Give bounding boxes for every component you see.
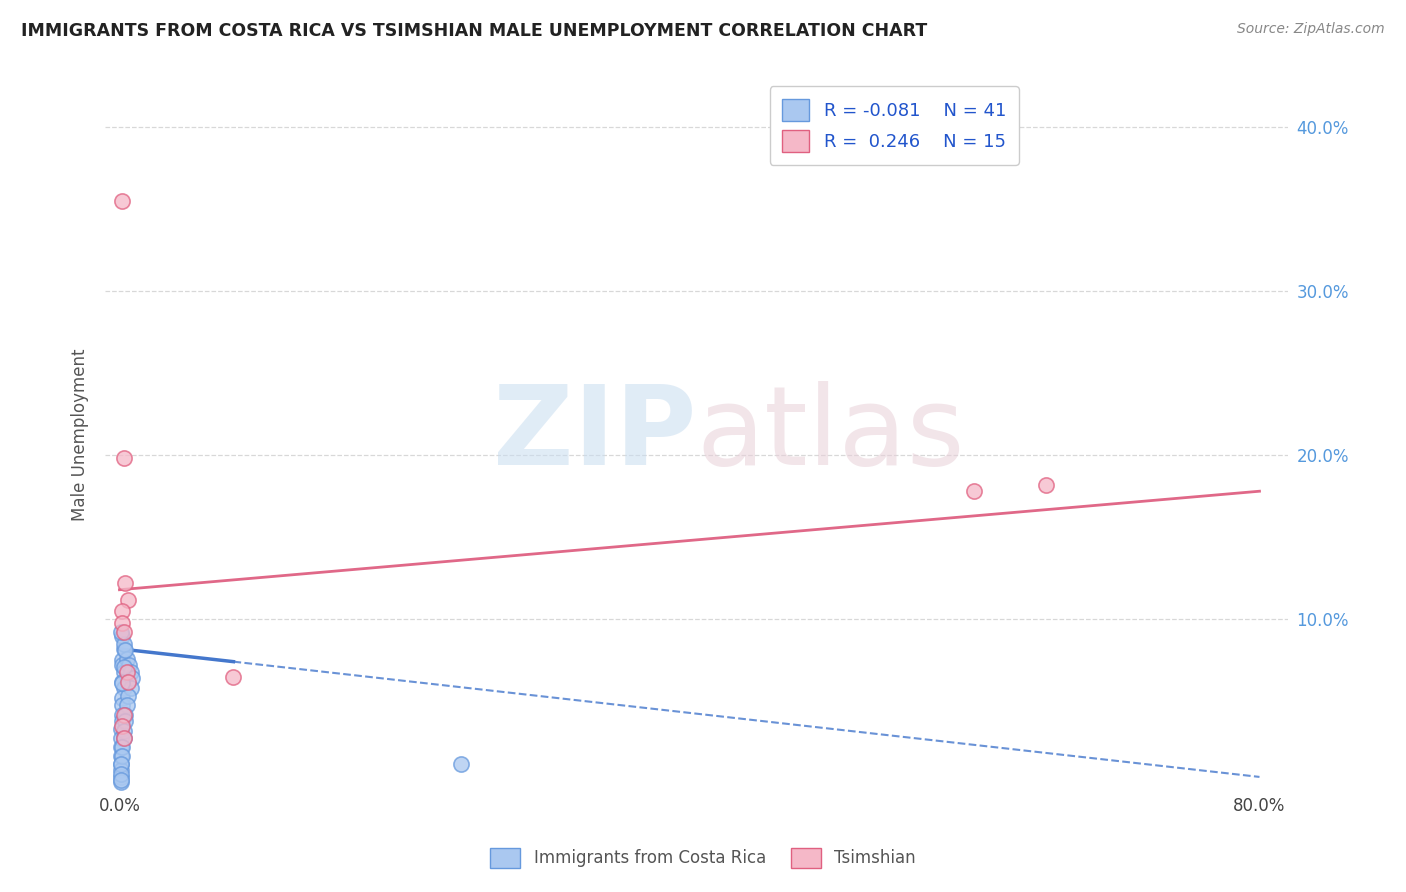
Point — [112, 641, 135, 656]
Point — [120, 665, 142, 679]
Point — [120, 681, 142, 696]
Point — [111, 698, 134, 712]
Point — [111, 194, 134, 208]
Point — [111, 674, 134, 689]
Point — [114, 714, 136, 728]
Point — [111, 615, 134, 630]
Point — [110, 773, 132, 788]
Legend: R = -0.081    N = 41, R =  0.246    N = 15: R = -0.081 N = 41, R = 0.246 N = 15 — [769, 87, 1019, 165]
Text: ZIP: ZIP — [494, 381, 696, 488]
Point — [115, 651, 138, 665]
Point — [111, 691, 134, 706]
Text: atlas: atlas — [696, 381, 965, 488]
Point — [114, 707, 136, 722]
Point — [117, 674, 139, 689]
Point — [112, 681, 135, 696]
Point — [111, 604, 134, 618]
Point — [110, 723, 132, 737]
Point — [111, 740, 134, 755]
Point — [112, 723, 135, 738]
Point — [112, 731, 135, 745]
Point — [110, 756, 132, 771]
Point — [112, 451, 135, 466]
Point — [222, 670, 245, 684]
Point — [114, 576, 136, 591]
Point — [110, 740, 132, 755]
Point — [111, 748, 134, 763]
Point — [110, 625, 132, 640]
Point — [112, 707, 135, 722]
Point — [121, 672, 143, 686]
Text: Source: ZipAtlas.com: Source: ZipAtlas.com — [1237, 22, 1385, 37]
Point — [963, 484, 986, 499]
Point — [111, 629, 134, 643]
Point — [1035, 477, 1057, 491]
Point — [114, 643, 136, 657]
Point — [111, 707, 134, 722]
Point — [110, 766, 132, 780]
Y-axis label: Male Unemployment: Male Unemployment — [72, 348, 89, 521]
Point — [112, 665, 135, 679]
Point — [111, 676, 134, 690]
Point — [112, 660, 135, 674]
Legend: Immigrants from Costa Rica, Tsimshian: Immigrants from Costa Rica, Tsimshian — [484, 841, 922, 875]
Point — [110, 756, 132, 771]
Point — [117, 690, 139, 704]
Point — [450, 756, 472, 771]
Point — [112, 625, 135, 640]
Point — [112, 637, 135, 651]
Point — [111, 719, 134, 733]
Point — [110, 731, 132, 745]
Text: IMMIGRANTS FROM COSTA RICA VS TSIMSHIAN MALE UNEMPLOYMENT CORRELATION CHART: IMMIGRANTS FROM COSTA RICA VS TSIMSHIAN … — [21, 22, 928, 40]
Point — [117, 592, 139, 607]
Point — [110, 764, 132, 778]
Point — [115, 698, 138, 712]
Point — [118, 658, 141, 673]
Point — [110, 770, 132, 784]
Point — [112, 731, 135, 745]
Point — [115, 665, 138, 679]
Point — [111, 653, 134, 667]
Point — [111, 714, 134, 728]
Point — [110, 748, 132, 763]
Point — [110, 775, 132, 789]
Point — [111, 658, 134, 673]
